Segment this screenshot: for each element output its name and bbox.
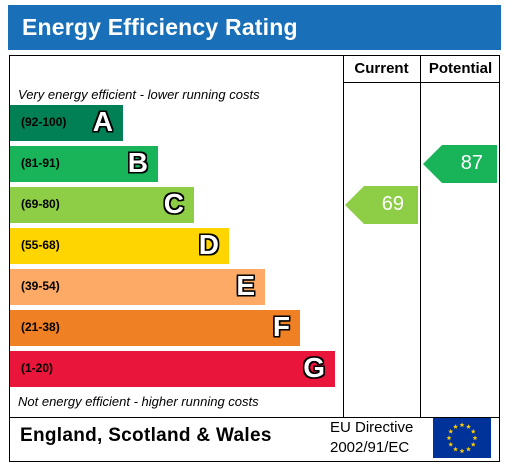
note-efficient: Very energy efficient - lower running co… [18,87,260,102]
band-range-label: (39-54) [21,279,60,293]
page-title: Energy Efficiency Rating [22,14,298,40]
band-a: (92-100) A [10,105,123,141]
potential-rating-value: 87 [460,152,483,174]
band-range-label: (21-38) [21,320,60,334]
band-letter: C [163,188,184,219]
band-g: (1-20) G [10,351,335,387]
divider-current [343,55,344,418]
band-range-label: (1-20) [21,361,54,375]
eu-directive-line2: 2002/91/EC [330,439,410,456]
band-range-label: (92-100) [21,115,67,129]
band-f: (21-38) F [10,310,300,346]
band-d: (55-68) D [10,228,229,264]
eu-star-icon [466,446,471,452]
eu-star-icon [446,435,452,441]
column-current-heading: Current [354,60,409,77]
band-letter: A [92,106,113,137]
header-divider [343,82,500,83]
eu-directive: EU Directive 2002/91/EC [330,418,413,458]
eu-star-icon [472,435,478,441]
header-banner: Energy Efficiency Rating [8,5,501,50]
note-inefficient: Not energy efficient - higher running co… [18,394,259,409]
band-letter: B [127,147,148,178]
band-c: (69-80) C [10,187,194,223]
eu-star-icon [448,428,454,434]
eu-star-icon [459,448,465,454]
eu-star-icon [453,424,458,429]
footer-region: England, Scotland & Wales [20,425,272,446]
potential-rating-arrow: 87 [423,145,497,183]
band-letter: D [198,229,219,260]
band-e: (39-54) E [10,269,265,305]
band-b: (81-91) B [10,146,158,182]
band-range-label: (81-91) [21,156,60,170]
eu-flag-icon [433,418,491,458]
band-letter: F [272,311,290,342]
eu-star-icon [470,428,476,434]
eu-star-icon [470,441,476,447]
rating-frame [9,55,500,462]
eu-star-icon [459,422,465,428]
current-rating-value: 69 [381,193,404,215]
band-letter: E [236,270,255,301]
eu-star-icon [453,446,458,452]
eu-star-icon [448,441,454,447]
current-rating-arrow: 69 [345,186,418,224]
footer-divider [9,417,500,418]
band-letter: G [303,352,325,383]
band-range-label: (55-68) [21,238,60,252]
column-potential-heading: Potential [428,60,493,77]
band-range-label: (69-80) [21,197,60,211]
divider-potential [420,55,421,418]
eu-directive-line1: EU Directive [330,419,414,436]
eu-star-icon [466,424,471,429]
